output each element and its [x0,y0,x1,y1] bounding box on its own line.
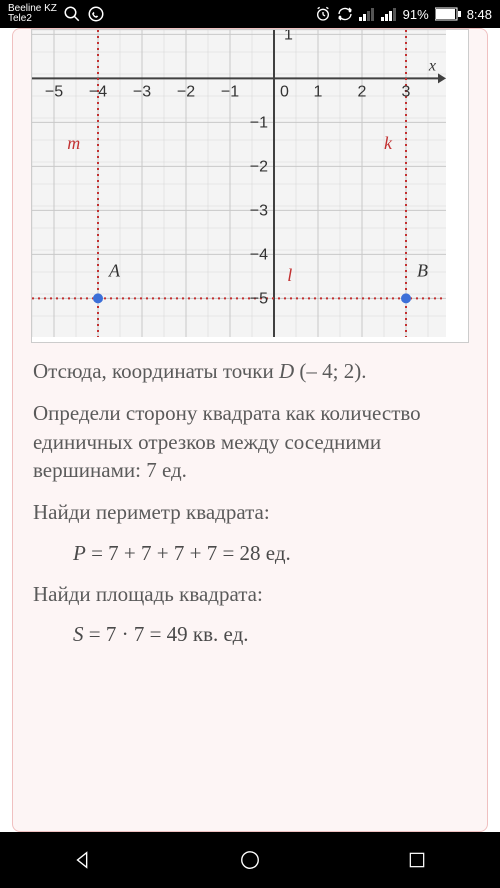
nav-back-button[interactable] [70,847,96,873]
svg-text:0: 0 [280,83,289,100]
sync-icon [337,6,353,22]
content-area: −5−4−3−2−10123−1−2−3−4−51xjmklAB Отсюда,… [0,28,500,832]
solution-card: −5−4−3−2−10123−1−2−3−4−51xjmklAB Отсюда,… [12,28,488,832]
whatsapp-icon[interactable] [87,5,105,23]
formula-perimeter: P = 7 + 7 + 7 + 7 = 28 ед. [13,541,487,566]
svg-text:−4: −4 [250,246,268,263]
status-left: Beeline KZ Tele2 [8,4,105,24]
svg-text:−2: −2 [177,83,195,100]
f2-rest: = 7 · 7 = 49 кв. ед. [84,622,249,646]
nav-recent-button[interactable] [404,847,430,873]
svg-text:1: 1 [284,30,293,43]
nav-home-button[interactable] [237,847,263,873]
alarm-icon [315,6,331,22]
svg-text:B: B [417,260,428,280]
f1-rest: = 7 + 7 + 7 + 7 = 28 ед. [86,541,291,565]
signal-icon-2 [381,7,397,21]
battery-icon [435,7,461,21]
paragraph-perimeter-prompt: Найди периметр квадрата: [13,498,487,526]
search-icon[interactable] [63,5,81,23]
status-bar: Beeline KZ Tele2 91% 8:48 [0,0,500,28]
svg-text:−3: −3 [250,202,268,219]
chart-svg: −5−4−3−2−10123−1−2−3−4−51xjmklAB [32,30,446,337]
svg-text:2: 2 [358,83,367,100]
svg-text:−3: −3 [133,83,151,100]
nav-bar [0,832,500,888]
svg-text:−2: −2 [250,158,268,175]
paragraph-coords: Отсюда, координаты точки D (– 4; 2). [13,357,487,385]
svg-text:−1: −1 [221,83,239,100]
svg-text:x: x [428,57,436,74]
clock-time: 8:48 [467,7,492,22]
formula-area: S = 7 · 7 = 49 кв. ед. [13,622,487,647]
svg-text:−4: −4 [89,83,107,100]
paragraph-area-prompt: Найди площадь квадрата: [13,580,487,608]
signal-icon-1 [359,7,375,21]
p1-var: D [279,359,294,383]
carrier-2: Tele2 [8,14,57,24]
f2-var: S [73,622,84,646]
svg-text:−1: −1 [250,114,268,131]
svg-text:m: m [67,133,80,153]
f1-var: P [73,541,86,565]
svg-text:l: l [287,265,292,285]
paragraph-side: Определи сторону квадрата как количество… [13,399,487,484]
svg-text:−5: −5 [45,83,63,100]
p1-b: (– 4; 2). [294,359,366,383]
battery-percent: 91% [403,7,429,22]
svg-text:1: 1 [314,83,323,100]
status-right: 91% 8:48 [315,6,492,22]
p1-a: Отсюда, координаты точки [33,359,279,383]
svg-text:3: 3 [402,83,411,100]
svg-text:k: k [384,133,393,153]
svg-text:A: A [108,260,121,280]
coordinate-chart: −5−4−3−2−10123−1−2−3−4−51xjmklAB [31,29,469,343]
svg-text:−5: −5 [250,290,268,307]
carrier-names: Beeline KZ Tele2 [8,4,57,24]
